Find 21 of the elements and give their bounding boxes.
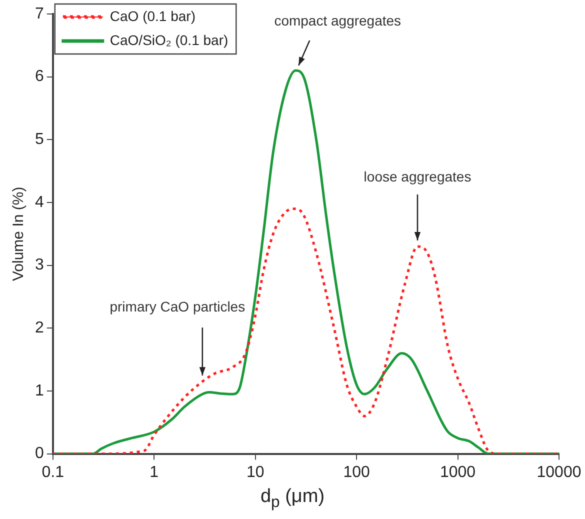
y-tick-label: 5 xyxy=(34,131,44,148)
y-tick-label: 4 xyxy=(34,194,44,211)
x-tick-label: 10000 xyxy=(536,464,582,481)
annotation: compact aggregates xyxy=(274,12,402,28)
x-tick-label: 1000 xyxy=(440,464,476,481)
legend-label: CaO (0.1 bar) xyxy=(110,8,196,24)
y-tick-label: 2 xyxy=(34,320,44,337)
y-tick-label: 1 xyxy=(34,382,44,400)
y-tick-label: 7 xyxy=(34,5,44,22)
annotation: primary CaO particles xyxy=(110,298,246,314)
x-tick-label: 0.1 xyxy=(42,464,64,481)
x-axis-title: d$_{p}$ (μm) xyxy=(259,486,326,512)
x-tick-label: 10 xyxy=(246,464,264,481)
x-tick-label: 100 xyxy=(343,464,370,481)
y-tick-label: 0 xyxy=(34,445,44,462)
y-tick-label: 6 xyxy=(34,68,44,86)
annotation: loose aggregates xyxy=(364,168,472,184)
x-tick-label: 1 xyxy=(150,464,159,481)
y-tick-label: 3 xyxy=(34,256,44,274)
legend-label: CaO/SiO₂ (0.1 bar) xyxy=(110,32,228,48)
y-axis-title: Volume In (%) xyxy=(10,186,28,282)
